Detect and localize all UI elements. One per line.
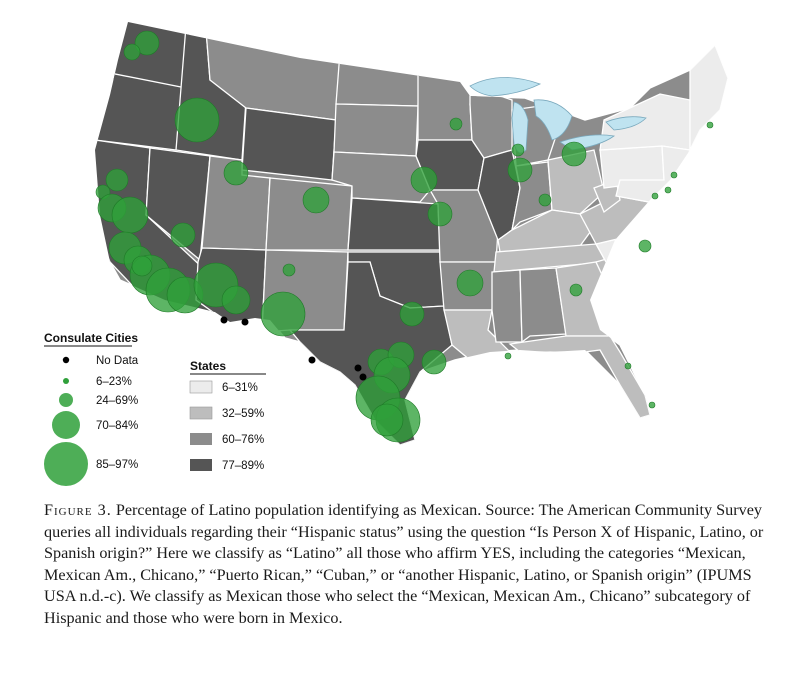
consulate-no-data-dot	[241, 318, 249, 326]
state-nd	[335, 51, 421, 107]
caption-text: Percentage of Latino population identify…	[44, 501, 764, 627]
consulate-bubble	[131, 255, 153, 277]
state-fl	[508, 335, 651, 419]
consulate-bubble	[174, 97, 220, 143]
consulate-bubble	[504, 352, 512, 360]
state-wy	[241, 107, 337, 181]
swatch-60-76	[190, 433, 212, 445]
legend-70-84-label: 70–84%	[96, 420, 138, 432]
consulate-bubble	[410, 166, 438, 194]
state-ga	[555, 261, 615, 337]
swatch-6-31	[189, 380, 213, 394]
state-new-england	[689, 43, 728, 151]
legend-77-89-label: 77–89%	[222, 460, 264, 472]
consulate-bubble	[223, 160, 249, 186]
consulate-no-data-dot	[354, 364, 362, 372]
consulate-no-data-dot	[359, 373, 367, 381]
bubble-xs-symbol	[63, 378, 69, 384]
consulate-bubble	[399, 301, 425, 327]
us-map-svg: Consulate Cities No Data 6–23% 24–69% 70…	[44, 21, 729, 486]
lake-huron	[533, 99, 573, 141]
consulate-bubble	[456, 269, 484, 297]
consulate-bubble	[449, 117, 463, 131]
consulate-bubble	[538, 193, 552, 207]
consulate-bubble	[221, 285, 251, 315]
bubble-s-symbol	[59, 393, 73, 407]
consulate-bubble	[421, 349, 447, 375]
state-sd	[333, 103, 419, 157]
consulate-bubble	[706, 121, 714, 129]
no-data-symbol	[62, 356, 70, 364]
legend-60-76-label: 60–76%	[222, 434, 264, 446]
consulate-bubble	[302, 186, 330, 214]
consulate-bubble	[511, 143, 525, 157]
figure-caption: Figure 3. Percentage of Latino populatio…	[44, 500, 784, 629]
caption-figure-label: Figure 3.	[44, 501, 112, 519]
legend-no-data-label: No Data	[96, 355, 139, 367]
lake-ontario	[605, 116, 647, 131]
consulate-bubble	[670, 171, 678, 179]
consulate-bubble	[624, 362, 632, 370]
state-oh	[547, 149, 605, 215]
us-map-figure: Consulate Cities No Data 6–23% 24–69% 70…	[44, 21, 729, 486]
states-legend: States 6–31% 32–59% 60–76% 77–89%	[189, 359, 266, 472]
consulate-bubble	[561, 141, 587, 167]
consulate-bubbles	[95, 30, 714, 443]
bubble-m-symbol	[52, 411, 80, 439]
consulate-legend-title: Consulate Cities	[44, 331, 138, 345]
state-al	[519, 267, 567, 344]
bubble-l-symbol	[44, 442, 88, 486]
legend-24-69-label: 24–69%	[96, 395, 138, 407]
legend-6-31-label: 6–31%	[222, 382, 258, 394]
legend-85-97-label: 85–97%	[96, 459, 138, 471]
legend-32-59-label: 32–59%	[222, 408, 264, 420]
consulate-no-data-dot	[308, 356, 316, 364]
consulate-bubble	[651, 192, 659, 200]
swatch-77-89	[190, 459, 212, 471]
consulate-bubble	[111, 196, 149, 234]
consulate-bubble	[123, 43, 141, 61]
consulate-bubble	[648, 401, 656, 409]
consulate-bubble	[569, 283, 583, 297]
great-lakes	[469, 77, 647, 154]
consulate-bubble	[105, 168, 129, 192]
consulate-bubble	[507, 157, 533, 183]
consulate-bubble	[370, 403, 404, 437]
consulate-no-data-dot	[220, 316, 228, 324]
state-ms	[491, 269, 523, 343]
consulate-bubble	[170, 222, 196, 248]
state-ks	[347, 197, 441, 251]
consulate-bubble	[134, 30, 160, 56]
state-sc	[595, 253, 645, 302]
consulate-legend: Consulate Cities No Data 6–23% 24–69% 70…	[44, 331, 139, 486]
swatch-32-59	[189, 406, 213, 420]
states-legend-title: States	[190, 359, 226, 373]
legend-6-23-label: 6–23%	[96, 376, 132, 388]
consulate-bubble	[427, 201, 453, 227]
consulate-bubble	[664, 186, 672, 194]
consulate-bubble	[638, 239, 652, 253]
consulate-bubble	[282, 263, 296, 277]
consulate-bubble	[260, 291, 306, 337]
lake-superior	[469, 77, 542, 97]
